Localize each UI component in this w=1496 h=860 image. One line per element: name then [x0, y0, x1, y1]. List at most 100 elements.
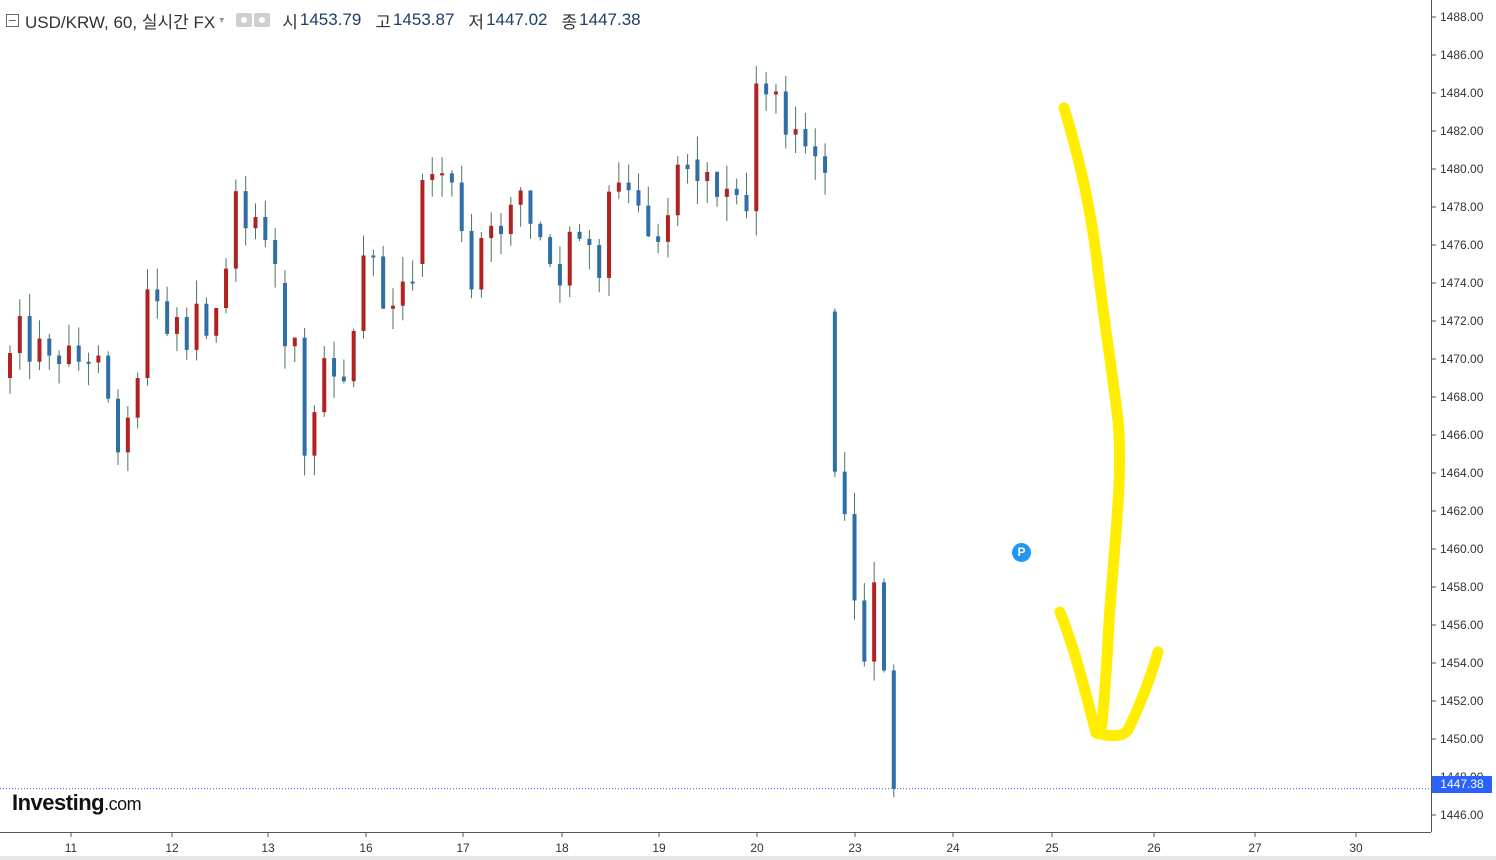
- candle-body: [155, 289, 160, 302]
- candle-body: [469, 231, 474, 290]
- y-tick-label: 1488.00: [1440, 10, 1484, 24]
- candle-body: [823, 156, 828, 173]
- candle-body: [273, 240, 278, 264]
- candle-body: [253, 217, 258, 229]
- candle-body: [508, 204, 513, 235]
- y-tick-label: 1456.00: [1440, 618, 1484, 632]
- close-value: 1447.38: [579, 10, 641, 29]
- candle-body: [616, 182, 621, 192]
- candle-body: [764, 83, 769, 95]
- candle-body: [174, 317, 179, 334]
- low-value: 1447.02: [486, 10, 548, 29]
- chevron-down-icon[interactable]: ▾: [219, 14, 225, 26]
- candles-layer: [8, 65, 896, 798]
- candle-body: [881, 582, 886, 671]
- candle-body: [430, 174, 435, 181]
- y-tick-label: 1464.00: [1440, 466, 1484, 480]
- candle-body: [410, 281, 415, 284]
- candle-body: [125, 417, 130, 453]
- close-label: 종: [561, 12, 578, 32]
- y-tick-label: 1472.00: [1440, 314, 1484, 328]
- arrow-head: [1054, 606, 1164, 742]
- gear-icon[interactable]: [254, 13, 271, 27]
- y-tick-label: 1482.00: [1440, 124, 1484, 138]
- event-marker[interactable]: P: [1012, 543, 1031, 562]
- candle-body: [381, 256, 386, 309]
- candle-body: [783, 91, 788, 135]
- candle-body: [194, 303, 199, 350]
- candle-body: [66, 345, 71, 365]
- y-tick-label: 1454.00: [1440, 656, 1484, 670]
- candle-body: [224, 268, 229, 309]
- candle-body: [282, 283, 287, 347]
- candle-body: [891, 670, 896, 789]
- candle-body: [852, 514, 857, 601]
- candle-body: [184, 317, 189, 350]
- candle-body: [518, 190, 523, 205]
- candle-body: [400, 281, 405, 306]
- candle-body: [705, 172, 710, 182]
- candle-body: [214, 308, 219, 336]
- candle-body: [499, 225, 503, 235]
- x-tick-label: 24: [946, 841, 960, 855]
- candle-body: [27, 316, 32, 362]
- y-tick-label: 1460.00: [1440, 542, 1484, 556]
- low-label: 저: [468, 12, 485, 32]
- y-tick-label: 1462.00: [1440, 504, 1484, 518]
- candle-body: [479, 238, 484, 290]
- x-tick-label: 25: [1045, 841, 1059, 855]
- y-tick-label: 1486.00: [1440, 48, 1484, 62]
- candle-body: [204, 303, 209, 336]
- chart-legend: USD/KRW, 60, 실시간 FX ▾ 시 1453.79 고 1453.8…: [6, 9, 655, 32]
- candle-body: [656, 236, 661, 242]
- candle-body: [440, 173, 445, 176]
- candle-body: [862, 600, 867, 662]
- y-tick-label: 1478.00: [1440, 200, 1484, 214]
- y-tick-label: 1466.00: [1440, 428, 1484, 442]
- investing-logo: Investing.com: [12, 790, 142, 816]
- indicator-tools[interactable]: [236, 13, 271, 27]
- candle-body: [351, 330, 356, 382]
- symbol-title[interactable]: USD/KRW, 60, 실시간 FX: [25, 12, 216, 32]
- candle-body: [724, 188, 729, 197]
- collapse-icon[interactable]: [6, 13, 19, 27]
- candle-body: [626, 182, 631, 191]
- candle-body: [165, 301, 170, 334]
- x-axis-background: [0, 832, 1431, 860]
- open-label: 시: [282, 12, 298, 32]
- x-tick-label: 13: [261, 841, 275, 855]
- candle-body: [459, 182, 464, 232]
- candle-body: [528, 190, 533, 224]
- candle-body: [17, 316, 22, 354]
- candle-body: [675, 164, 680, 216]
- candle-body: [361, 255, 366, 331]
- logo-text: Investing: [12, 790, 105, 815]
- candle-body: [557, 264, 562, 286]
- last-price-tag: 1447.38: [1432, 776, 1492, 793]
- candle-body: [332, 358, 337, 377]
- x-tick-label: 27: [1248, 841, 1262, 855]
- candle-body: [371, 255, 376, 258]
- candle-body: [587, 238, 592, 246]
- candle-body: [322, 358, 327, 413]
- y-tick-label: 1476.00: [1440, 238, 1484, 252]
- x-tick-label: 16: [359, 841, 373, 855]
- x-tick-label: 12: [165, 841, 179, 855]
- candle-body: [813, 146, 818, 157]
- candle-body: [803, 129, 808, 147]
- candle-body: [37, 338, 42, 362]
- candle-body: [754, 83, 759, 212]
- candle-body: [538, 223, 543, 238]
- annotation-layer: [1054, 102, 1164, 742]
- candle-body: [744, 195, 749, 212]
- y-tick-label: 1446.00: [1440, 808, 1484, 822]
- y-tick-label: 1480.00: [1440, 162, 1484, 176]
- candle-body: [57, 355, 62, 365]
- candle-body: [842, 471, 847, 515]
- candle-body: [567, 231, 572, 286]
- y-tick-label: 1484.00: [1440, 86, 1484, 100]
- eye-icon[interactable]: [236, 13, 253, 27]
- candle-body: [646, 205, 651, 237]
